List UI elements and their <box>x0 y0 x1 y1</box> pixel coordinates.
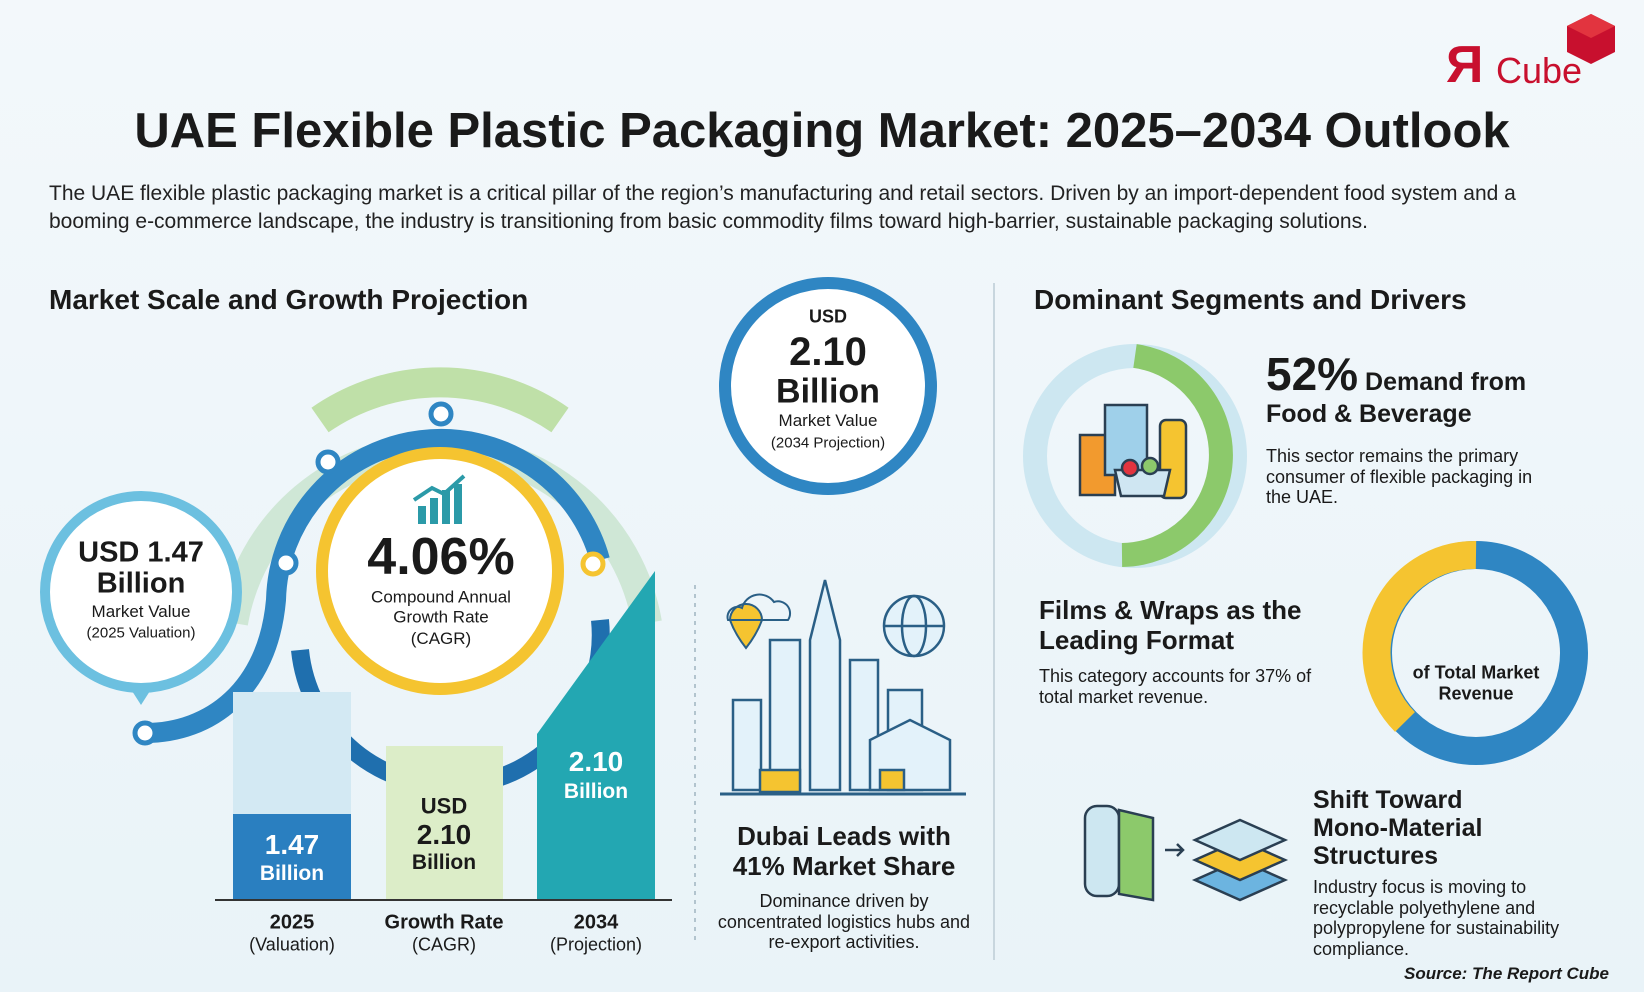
bar-unit: Billion <box>259 861 325 885</box>
section-heading: Dominant Segments and Drivers <box>1034 284 1467 315</box>
bar-value: 1.47 <box>264 828 320 860</box>
sub: (2034 Projection) <box>770 434 886 452</box>
description: The UAE flexible plastic packaging marke… <box>49 182 1516 233</box>
value: USD 1.47 <box>78 536 204 569</box>
bar-sub: (Valuation) <box>249 934 335 955</box>
food-title: Demand from Food & Beverage <box>1266 368 1527 428</box>
donut-label: of Total Market Revenue <box>1412 662 1540 703</box>
section-heading: Market Scale and Growth Projection <box>49 284 529 315</box>
dubai-description: Dominance driven by concentrated logisti… <box>717 890 971 953</box>
logo-text: Cube <box>1496 50 1583 91</box>
food-heading: 52% Demand from Food & Beverage <box>1266 351 1566 430</box>
label: Market Value <box>91 602 191 622</box>
films-title: Films & Wraps as the Leading Format <box>1039 595 1302 655</box>
bar-label: 2034 <box>573 911 619 934</box>
bar-value: 2.10 <box>568 745 624 777</box>
films-description: This category accounts for 37% of total … <box>1039 666 1312 707</box>
percent: 52% <box>1266 348 1359 400</box>
food-description: This sector remains the primary consumer… <box>1266 446 1533 508</box>
mono-description: Industry focus is moving to recyclable p… <box>1313 877 1560 960</box>
value: 2.10 <box>789 330 867 374</box>
bar-prefix: USD <box>420 793 468 819</box>
prefix: USD <box>808 306 848 327</box>
bar-sub: (CAGR) <box>412 934 476 955</box>
bar-unit: Billion <box>563 779 629 803</box>
bar-sub: (Projection) <box>549 934 643 955</box>
label: Compound Annual Growth Rate <box>371 587 511 626</box>
logo-mark: Я <box>1446 36 1484 94</box>
sub: (CAGR) <box>410 629 472 649</box>
bar-unit: Billion <box>411 850 477 874</box>
unit: Billion <box>96 567 186 600</box>
mono-title: Shift Toward Mono-Material Structures <box>1313 786 1483 870</box>
bar-label: Growth Rate <box>384 911 504 934</box>
sub: (2025 Valuation) <box>86 624 196 642</box>
label: Market Value <box>778 411 878 431</box>
unit: Billion <box>776 372 880 411</box>
dubai-title: Dubai Leads with 41% Market Share <box>732 821 956 881</box>
title: UAE Flexible Plastic Packaging Market: 2… <box>134 103 1510 158</box>
bar-label: 2025 <box>269 911 315 934</box>
cagr-value: 4.06% <box>367 528 515 587</box>
bar-value: 2.10 <box>416 818 472 850</box>
source: Source: The Report Cube <box>1404 964 1609 983</box>
